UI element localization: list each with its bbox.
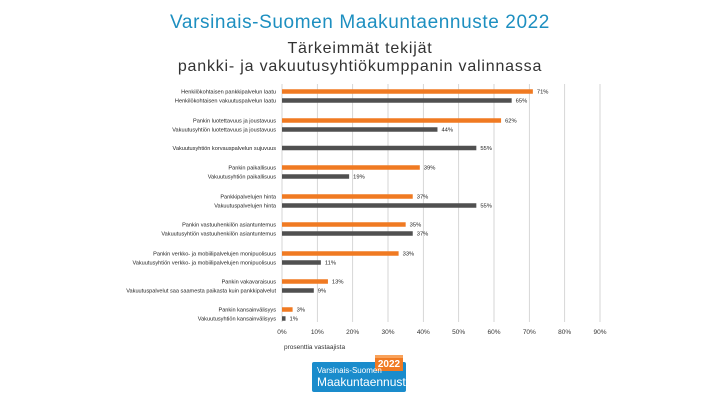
data-label: 33% <box>403 252 415 258</box>
data-label: 1% <box>290 317 298 323</box>
chart-subtitle-line1: Tärkeimmät tekijät <box>287 40 433 57</box>
data-label: 3% <box>297 308 305 314</box>
data-label: 44% <box>441 128 453 134</box>
x-tick-label: 50% <box>452 329 465 336</box>
category-label: Vakuutusyhtiön luotettavuus ja joustavuu… <box>172 128 276 134</box>
category-label: Vakuutusyhtiön kansainvälisyys <box>198 317 276 323</box>
category-label: Pankin vakavaraisuus <box>222 280 277 286</box>
data-label: 37% <box>417 195 429 201</box>
x-tick-label: 90% <box>593 329 606 336</box>
maakuntaennuste-logo: 2022 Varsinais-Suomen Maakuntaennuste <box>312 355 412 392</box>
data-label: 39% <box>424 166 436 172</box>
category-label: Pankin vastuuhenkilön asiantuntemus <box>182 223 276 229</box>
data-label: 37% <box>417 232 429 238</box>
bar-bank <box>282 118 502 123</box>
x-tick-label: 40% <box>417 329 430 336</box>
logo-line1: Varsinais-Suomen <box>317 366 382 375</box>
bar-insurance <box>282 316 286 321</box>
data-label: 19% <box>353 175 365 181</box>
bar-bank <box>282 279 328 284</box>
bar-bank <box>282 222 406 227</box>
bar-insurance <box>282 260 321 265</box>
category-label: Pankin paikallisuus <box>228 166 276 172</box>
category-label: Vakuutuspalvelut saa saamesta paikasta k… <box>126 289 276 295</box>
x-tick-label: 30% <box>381 329 394 336</box>
category-label: Vakuutuspalvelujen hinta <box>214 204 277 210</box>
bar-insurance <box>282 203 477 208</box>
category-label: Pankin luotettavuus ja joustavuus <box>193 119 276 125</box>
bar-insurance <box>282 127 438 132</box>
x-tick-label: 70% <box>523 329 536 336</box>
data-label: 55% <box>480 146 492 152</box>
x-tick-label: 10% <box>311 329 324 336</box>
logo-line2: Maakuntaennuste <box>317 375 413 389</box>
bar-insurance <box>282 98 512 103</box>
data-label: 11% <box>325 261 336 267</box>
bar-bank <box>282 307 293 312</box>
category-label: Vakuutusyhtiön paikallisuus <box>208 175 277 181</box>
category-label: Vakuutusyhtiön vastuuhenkilön asiantunte… <box>161 232 276 238</box>
bar-bank <box>282 194 413 199</box>
page-title: Varsinais-Suomen Maakuntaennuste 2022 <box>170 12 550 33</box>
data-label: 13% <box>332 280 344 286</box>
category-label: Henkilökohtaisen vakuutuspalvelun laatu <box>175 99 276 105</box>
bar-insurance <box>282 145 477 151</box>
bar-bank <box>282 165 420 170</box>
bar-insurance <box>282 288 314 293</box>
x-tick-label: 80% <box>558 329 571 336</box>
bar-insurance <box>282 231 413 236</box>
category-label: Vakuutusyhtiön korvauspalvelun sujuvuus <box>173 146 277 152</box>
logo-year: 2022 <box>375 358 403 371</box>
x-tick-label: 60% <box>487 329 500 336</box>
data-label: 9% <box>318 289 326 295</box>
data-label: 71% <box>537 90 549 96</box>
category-label: Pankin kansainvälisyys <box>218 308 276 314</box>
data-label: 65% <box>516 99 528 105</box>
x-axis-label: prosenttia vastaajista <box>284 344 345 351</box>
category-label: Henkilökohtaisen pankkipalvelun laatu <box>181 90 276 96</box>
data-label: 55% <box>480 204 492 210</box>
x-tick-label: 20% <box>346 329 359 336</box>
bar-bank <box>282 251 399 256</box>
bar-bank <box>282 89 533 94</box>
data-label: 35% <box>410 223 422 229</box>
data-label: 62% <box>505 119 517 125</box>
category-label: Vakuutusyhtiön verkko- ja mobiilipalvelu… <box>132 261 276 267</box>
bar-insurance <box>282 174 350 179</box>
x-tick-label: 0% <box>277 329 287 336</box>
bar-chart: 0% 10% 20% 30% 40% 50% 60% 70% 80% 90% prosenttia … <box>126 84 607 351</box>
category-label: Pankin verkko- ja mobiilipalvelujen moni… <box>153 252 276 258</box>
chart-subtitle-line2: pankki- ja vakuutusyhtiökumppanin valinn… <box>177 58 543 75</box>
logo-year-accent <box>375 355 403 359</box>
category-label: Pankkipalvelujen hinta <box>220 195 277 201</box>
